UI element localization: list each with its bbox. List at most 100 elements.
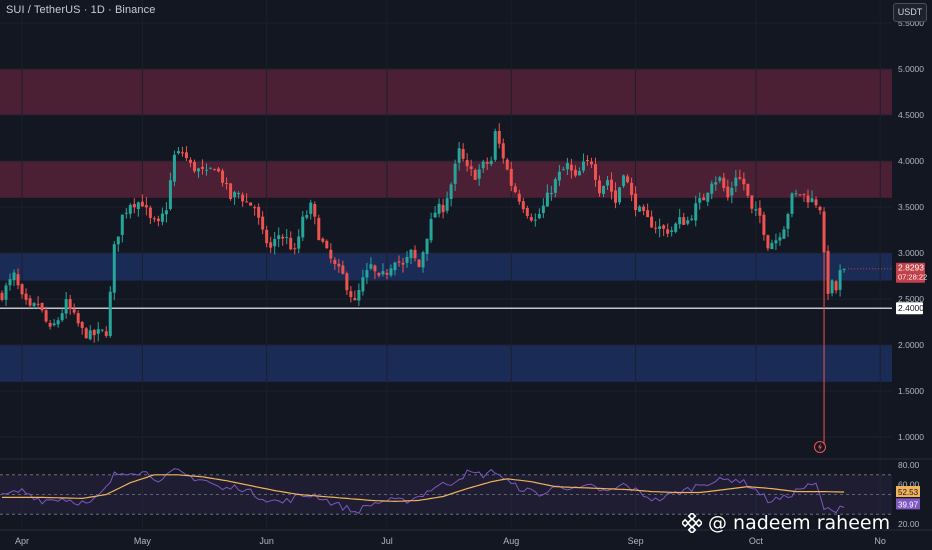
candle-body [188,159,192,163]
candle-body [497,130,501,144]
candle-body [421,252,425,268]
candle-body [20,284,24,295]
candle-body [297,236,301,249]
candle [213,168,217,171]
price-tick-label: 5.0000 [898,64,924,74]
candle [24,288,28,305]
candle [164,202,168,223]
candle-body [385,272,389,275]
candle-body [285,236,289,238]
candle-body [241,194,245,202]
candle-body [822,211,826,253]
candle [381,263,385,277]
candle-body [770,242,774,250]
price-tick-label: 1.0000 [898,432,924,442]
candle [96,321,100,342]
candle [68,294,72,315]
candle-body [678,217,682,225]
demand-zone [0,253,892,281]
candle [225,177,229,190]
candle-body [164,210,168,215]
lightning-glyph [818,443,822,451]
candle-body [265,229,269,244]
candle [132,198,136,214]
candle-body [746,183,750,196]
candle [666,223,670,238]
candle-body [325,240,329,249]
candle [429,212,433,244]
candle-body [774,240,778,244]
candle-body [646,210,650,218]
candle-body [108,291,112,336]
lightning-icon[interactable] [814,441,826,453]
candle-body [196,168,200,172]
candle [569,158,573,179]
candle [778,232,782,246]
candle [726,179,730,201]
candle-body [413,249,417,259]
candle-body [706,192,710,202]
candle-body [754,209,758,211]
symbol-title[interactable]: SUI / TetherUS · 1D · Binance [6,4,156,16]
current-price-badge [896,262,925,283]
candle-body [381,271,385,275]
rsi-line [1,468,845,515]
candle-body [537,213,541,219]
candle [192,159,196,174]
month-label: Jul [381,536,393,546]
candle [421,250,425,273]
candle [349,286,353,303]
candle [160,207,164,226]
candle [289,231,293,251]
candle [265,225,269,248]
candle-body [525,207,529,217]
candle-body [201,166,204,169]
candle [738,169,742,181]
candle-body [533,219,537,221]
candle [188,157,192,168]
candle-body [437,203,441,214]
candle-body [698,198,702,203]
candle-body [718,177,722,181]
candle [365,262,369,285]
candle-body [553,179,557,193]
candle-body [180,152,184,154]
candle [20,283,24,299]
alert-marker[interactable] [814,441,826,453]
candle-body [758,207,762,216]
rsi-tick-label: 20.00 [898,519,920,529]
candle-body [557,171,561,181]
candle-body [638,206,642,212]
price-tick-label: 4.5000 [898,110,924,120]
candle [156,215,160,227]
candle-body [674,223,678,232]
candle-body [541,205,545,214]
candle-body [353,298,357,301]
candle [205,163,209,176]
candle [8,273,12,291]
candle-body [682,217,686,225]
candle-body [257,206,261,218]
candle [124,208,128,219]
candle-body [634,193,638,211]
candle [369,257,373,271]
candle-body [389,268,393,276]
candle [469,159,473,176]
candle [593,157,597,187]
candle [654,221,658,234]
candle-body [321,238,325,242]
candle-body [602,186,605,194]
candle-body [116,236,120,245]
current-price-label: 2.8293 [898,263,924,273]
candle [321,237,325,244]
month-label: Sep [628,536,644,546]
currency-button[interactable]: USDT [893,3,927,22]
candle-body [156,218,160,222]
time-axis[interactable]: Apr May Jun Jul Aug Sep Oct No [0,529,932,546]
candle-body [778,237,782,241]
candle [120,214,124,243]
candle [690,215,694,221]
candle-body [461,149,465,159]
